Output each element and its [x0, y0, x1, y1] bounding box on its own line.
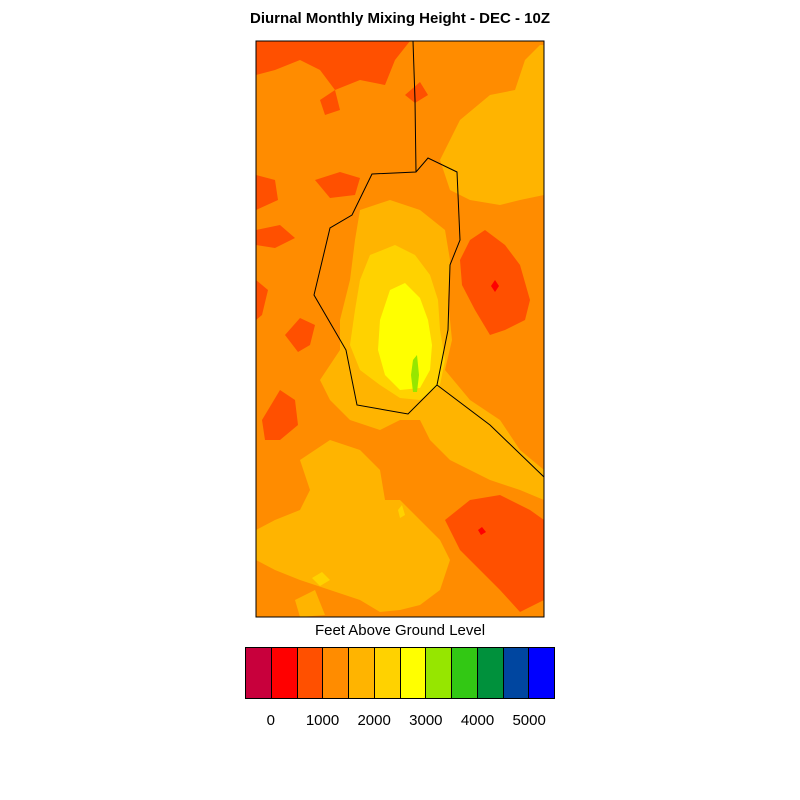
colorbar-swatch	[503, 648, 530, 698]
contour-region-mid	[440, 45, 544, 205]
colorbar-swatch	[271, 648, 298, 698]
colorbar-tick-label: 4000	[460, 712, 495, 729]
contour-region-low	[445, 495, 544, 612]
colorbar-swatch	[374, 648, 401, 698]
contour-region-low	[315, 172, 360, 198]
boundary-lines	[313, 40, 545, 478]
contour-region-mid-high	[312, 572, 330, 586]
contour-region-low	[256, 225, 295, 248]
contour-region-lowest	[491, 280, 499, 292]
colorbar-swatch	[297, 648, 324, 698]
state-border-line	[412, 40, 417, 173]
contour-region-high	[378, 283, 432, 390]
colorbar-swatch	[426, 648, 452, 698]
state-border-line	[436, 384, 545, 478]
contour-region-low	[256, 175, 278, 210]
colorbar-swatch	[477, 648, 504, 698]
colorbar-tick-label: 3000	[409, 712, 443, 729]
plot-frame	[255, 40, 545, 618]
colorbar-tick-label: 1000	[305, 712, 340, 729]
colorbar-tick-label: 5000	[512, 712, 546, 729]
contour-region-low	[262, 390, 298, 440]
legend-title: Feet Above Ground Level	[314, 622, 486, 639]
colorbar-tick-label: 0	[266, 712, 275, 729]
contour-region-low	[256, 41, 410, 90]
contour-fill	[256, 41, 544, 617]
colorbar-swatch	[349, 648, 375, 698]
contour-region-mid	[295, 590, 325, 617]
contour-region-low	[320, 90, 340, 115]
colorbar-swatch	[529, 648, 554, 698]
contour-region-low	[256, 280, 268, 320]
colorbar-swatch	[246, 648, 272, 698]
contour-region-mid-high	[398, 505, 405, 518]
contour-region-mid	[256, 440, 450, 612]
colorbar-swatch	[323, 648, 349, 698]
contour-region-lowest	[478, 527, 486, 535]
map-title: Diurnal Monthly Mixing Height - DEC - 10…	[250, 10, 550, 27]
contour-region-low	[405, 82, 428, 103]
colorbar-swatch	[452, 648, 478, 698]
contour-region-low	[285, 318, 315, 352]
contour-region-peak	[411, 355, 419, 392]
colorbar-tick-label: 2000	[357, 712, 391, 729]
colorbar-swatch	[400, 648, 427, 698]
colorbar	[245, 647, 555, 699]
